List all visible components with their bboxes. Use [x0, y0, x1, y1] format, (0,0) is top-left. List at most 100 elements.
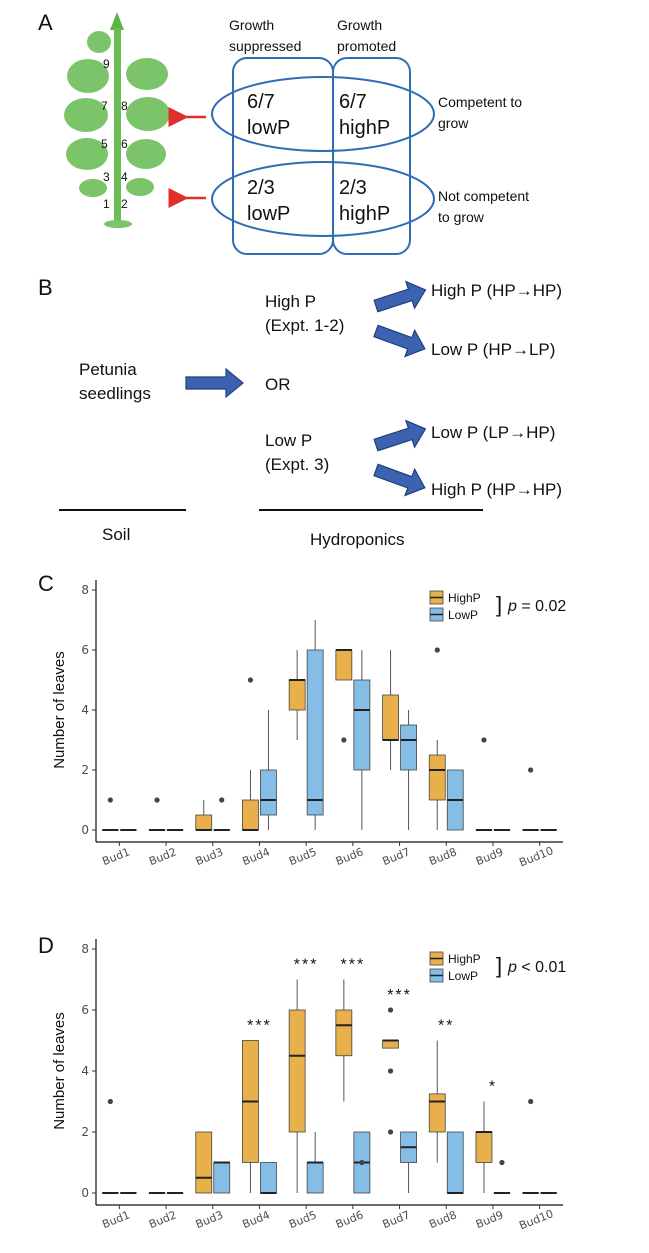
box	[446, 1131, 464, 1194]
box	[195, 1131, 213, 1194]
soil-label: Soil	[102, 525, 130, 544]
x-tick-label: Bud9	[474, 1208, 505, 1231]
significance-stars: **	[438, 1018, 454, 1035]
panel-b-letter: B	[38, 275, 53, 300]
cell-top-right-label: highP	[339, 117, 390, 139]
start-label-line1: Petunia	[79, 360, 137, 379]
x-tick-label: Bud5	[287, 1208, 318, 1231]
x-tick-label: Bud1	[100, 1208, 131, 1231]
box	[260, 769, 277, 816]
node-number: 2	[121, 197, 128, 211]
block-arrow-icon	[373, 280, 427, 313]
significance-stars: *	[489, 1079, 497, 1096]
x-tick-label: Bud7	[381, 1208, 412, 1231]
outlier-point	[247, 677, 254, 683]
outlier-point	[481, 737, 487, 743]
cell-bottom-left-label: lowP	[247, 203, 290, 225]
p-value-label: p < 0.01	[507, 959, 566, 976]
x-tick-label: Bud10	[517, 844, 555, 869]
node-number: 8	[121, 99, 128, 113]
stem	[114, 28, 121, 223]
y-tick-label: 0	[81, 1186, 89, 1200]
hydroponics-label: Hydroponics	[310, 530, 405, 549]
outcome-label: High P (HP→HP)	[431, 281, 562, 300]
box	[353, 679, 371, 771]
leaf	[126, 97, 170, 131]
row-label-competent-line2: grow	[438, 115, 469, 131]
box	[428, 754, 446, 801]
cell-top-left-fraction: 6/7	[247, 91, 275, 113]
outlier-point	[107, 1098, 113, 1105]
box	[400, 724, 417, 771]
leaf	[67, 59, 109, 93]
node-number: 5	[101, 137, 108, 151]
y-axis-label: Number of leaves	[51, 651, 68, 769]
x-tick-label: Bud3	[194, 845, 225, 868]
outcome-label: Low P (LP→HP)	[431, 423, 555, 442]
cell-bottom-left-fraction: 2/3	[247, 177, 275, 199]
outlier-point	[387, 1129, 394, 1135]
box	[242, 799, 259, 831]
panel-c-letter: C	[38, 571, 54, 596]
col-header-promoted-line2: promoted	[337, 38, 396, 54]
x-tick-label: Bud8	[427, 845, 458, 868]
chart-c: 0 2 4 6 8 Number of leaves Bud1 Bud2 Bud3 Bud4 Bud…	[51, 580, 566, 869]
outlier-point	[107, 797, 113, 803]
p-value-label: p = 0.02	[507, 598, 566, 615]
x-tick-label: Bud4	[240, 845, 271, 868]
significance-stars: ***	[387, 987, 412, 1004]
box	[288, 1009, 306, 1133]
p-value-italic: p	[507, 598, 517, 615]
box	[306, 649, 324, 816]
outlier-point	[387, 1007, 394, 1013]
y-tick-label: 8	[81, 942, 89, 956]
node-number: 4	[121, 170, 128, 184]
leaf	[79, 179, 107, 197]
x-tick-label: Bud2	[147, 1208, 178, 1231]
col-header-promoted-line1: Growth	[337, 17, 382, 33]
significance-stars: ***	[247, 1018, 272, 1035]
legend-label: LowP	[448, 608, 478, 622]
x-tick-label: Bud8	[427, 1208, 458, 1231]
node-number: 3	[103, 170, 110, 184]
block-arrow-icon	[373, 324, 426, 358]
outlier-point	[219, 797, 225, 803]
outlier-point	[341, 737, 347, 743]
x-tick-label: Bud9	[474, 845, 505, 868]
panel-d-letter: D	[38, 933, 54, 958]
y-tick-label: 2	[81, 1125, 89, 1139]
box	[475, 1131, 493, 1163]
node-number: 1	[103, 197, 110, 211]
x-tick-label: Bud10	[517, 1207, 555, 1232]
significance-stars: ***	[341, 957, 366, 974]
panel-d: D 0 2 4 6 8 Number of leaves Bud1 Bud2 Bud3 Bud4 *…	[38, 933, 566, 1232]
box	[213, 1162, 231, 1194]
x-tick-label: Bud5	[287, 845, 318, 868]
box	[288, 679, 306, 711]
cell-top-left-label: lowP	[247, 117, 290, 139]
box	[335, 649, 353, 681]
plant-illustration: 9 7 8 5 6 3 4 1 2	[64, 12, 170, 228]
y-tick-label: 4	[81, 1064, 89, 1078]
col-header-suppressed-line2: suppressed	[229, 38, 301, 54]
x-tick-label: Bud1	[100, 845, 131, 868]
outlier-point	[434, 647, 440, 653]
panel-c: C 0 2 4 6 8 Number of leaves Bud1 Bud2 Bud3 Bud4 B…	[38, 571, 566, 869]
box	[382, 694, 399, 741]
leaf	[64, 98, 108, 132]
start-label-line2: seedlings	[79, 384, 151, 403]
low-p-label-line1: Low P	[265, 431, 312, 450]
leaf	[87, 31, 111, 53]
outlier-point	[359, 1159, 365, 1166]
p-value-rest: < 0.01	[517, 959, 566, 976]
row-label-competent-line1: Competent to	[438, 94, 522, 110]
x-tick-label: Bud2	[147, 845, 178, 868]
stem-base	[104, 220, 132, 228]
outlier-point	[154, 797, 160, 803]
outlier-point	[387, 1068, 394, 1074]
legend-bracket: ]	[496, 592, 502, 617]
y-tick-label: 0	[81, 823, 89, 837]
ellipse-competent	[211, 76, 435, 152]
